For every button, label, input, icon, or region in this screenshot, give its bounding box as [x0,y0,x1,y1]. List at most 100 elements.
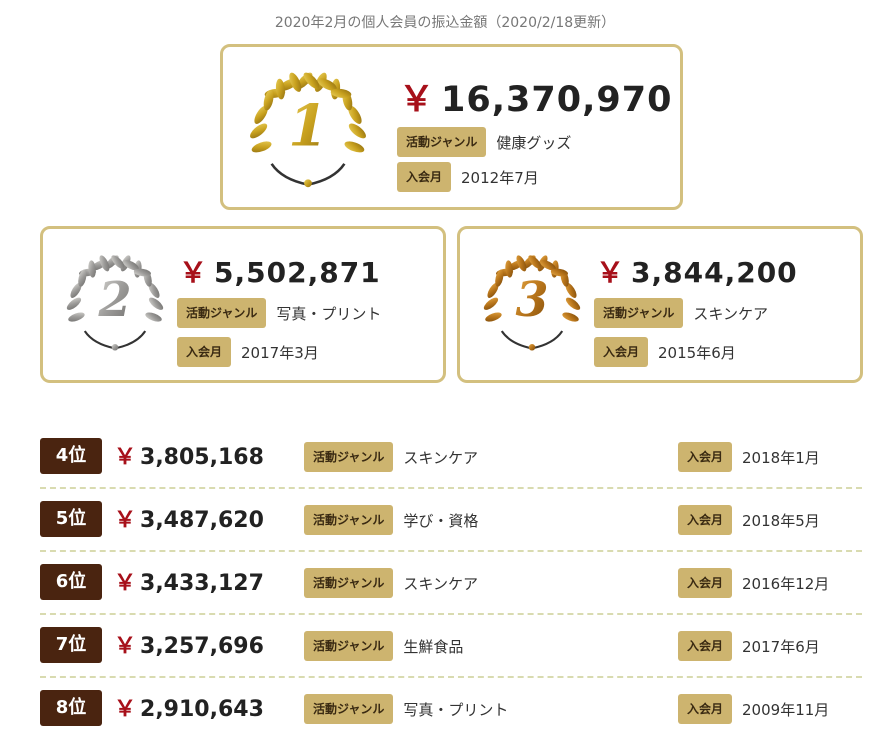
yen-sign: ￥ [114,634,137,659]
list-genre-row: 活動ジャンル 生鮮食品 [304,631,463,661]
genre-tag: 活動ジャンル [594,298,684,328]
laurel-stem [114,330,147,350]
genre-tag: 活動ジャンル [304,568,394,598]
laurel-leaf [562,312,579,322]
list-amount: ￥ 2,910,643 [114,697,264,722]
laurel-leaf [275,78,285,100]
rank-badge: 7位 [40,627,102,663]
laurel-leaf [99,255,110,272]
laurel-leaf [565,297,581,310]
list-genre: 写真・プリント [403,700,509,719]
join-tag: 入会月 [594,337,649,367]
silver-laurel-wreath-icon: 2 [66,255,164,351]
list-joined: 2018年1月 [742,448,820,467]
laurel-leaf [123,260,139,271]
laurel-leaf [483,297,499,310]
laurel-leaf [330,88,352,98]
list-join-row: 入会月 2018年1月 [678,442,820,472]
laurel-leaf [505,260,513,278]
laurel-leaf [263,90,274,111]
genre-tag: 活動ジャンル [177,298,267,328]
laurel-leaf [528,255,542,269]
laurel-leaf [148,297,164,310]
laurel-leaf [303,72,320,89]
laurel-leaf [540,260,556,271]
yen-sign: ￥ [114,571,137,596]
rank-1-number: 1 [288,93,328,160]
rank-3-genre-row: 活動ジャンル スキンケア [594,298,768,328]
list-genre: 学び・資格 [403,511,479,530]
list-genre-row: 活動ジャンル 写真・プリント [304,694,508,724]
join-tag: 入会月 [678,442,733,472]
laurel-leaf [516,255,527,272]
list-genre-row: 活動ジャンル スキンケア [304,442,478,472]
genre-tag: 活動ジャンル [304,631,394,661]
laurel-leaf [78,269,87,287]
list-amount: ￥ 3,257,696 [114,634,264,659]
laurel-leaf [565,282,577,298]
laurel-stem [531,330,564,350]
list-join-row: 入会月 2009年11月 [678,694,829,724]
rank-3-amount: ￥ 3,844,200 [596,256,798,289]
laurel-stem [270,163,309,186]
list-item: 6位 ￥ 3,433,127 活動ジャンル スキンケア 入会月 2016年12月 [40,552,862,615]
yen-sign: ￥ [596,256,626,289]
laurel-stem [83,330,116,350]
list-genre: スキンケア [403,574,478,593]
yen-sign: ￥ [114,445,137,470]
rank-2-join-row: 入会月 2017年3月 [177,337,319,367]
laurel-knot [304,179,312,188]
join-tag: 入会月 [177,337,232,367]
join-tag: 入会月 [678,505,733,535]
list-item: 7位 ￥ 3,257,696 活動ジャンル 生鮮食品 入会月 2017年6月 [40,615,862,678]
list-joined: 2017年6月 [742,637,820,656]
laurel-leaf [145,312,162,322]
laurel-leaf [289,72,302,92]
laurel-leaf [148,282,160,298]
rank-1-genre-row: 活動ジャンル 健康グッズ [397,127,571,157]
rank-2-joined: 2017年3月 [241,343,319,362]
laurel-stem [307,163,346,186]
rank-badge: 6位 [40,564,102,600]
laurel-stem [500,330,533,350]
join-tag: 入会月 [678,631,733,661]
list-joined: 2016年12月 [742,574,830,593]
laurel-knot [528,344,536,351]
rank-1-join-row: 入会月 2012年7月 [397,162,539,192]
list-amount: ￥ 3,487,620 [114,508,264,533]
rank-3-number: 3 [515,272,548,328]
list-join-row: 入会月 2017年6月 [678,631,820,661]
laurel-leaf [251,141,272,153]
laurel-leaf [495,269,504,287]
rank-2-genre: 写真・プリント [276,304,382,323]
list-item: 8位 ￥ 2,910,643 活動ジャンル 写真・プリント 入会月 2009年11… [40,678,862,738]
list-amount: ￥ 3,433,127 [114,571,264,596]
yen-sign: ￥ [179,256,209,289]
laurel-leaf [254,105,268,124]
laurel-leaf [485,312,502,322]
laurel-leaf [348,105,362,124]
rank-1-card: 1 ￥ 16,370,970 活動ジャンル 健康グッズ 入会月 2012年7月 [220,44,683,210]
rank-badge: 5位 [40,501,102,537]
laurel-leaf [66,297,82,310]
yen-sign: ￥ [114,697,137,722]
list-joined: 2009年11月 [742,700,830,719]
list-item: 5位 ￥ 3,487,620 活動ジャンル 学び・資格 入会月 2018年5月 [40,489,862,552]
list-genre: スキンケア [403,448,478,467]
laurel-leaf [70,282,82,298]
join-tag: 入会月 [678,568,733,598]
bronze-laurel-wreath-icon: 3 [483,255,581,351]
laurel-leaf [550,268,569,277]
rank-3-card: 3 ￥ 3,844,200 活動ジャンル スキンケア 入会月 2015年6月 [457,226,863,383]
rank-1-joined: 2012年7月 [461,168,539,187]
list-item: 4位 ￥ 3,805,168 活動ジャンル スキンケア 入会月 2018年1月 [40,426,862,489]
join-tag: 入会月 [678,694,733,724]
genre-tag: 活動ジャンル [397,127,487,157]
genre-tag: 活動ジャンル [304,694,394,724]
rank-2-number: 2 [97,272,131,328]
rank-2-amount: ￥ 5,502,871 [179,256,381,289]
genre-tag: 活動ジャンル [304,505,394,535]
rank-2-genre-row: 活動ジャンル 写真・プリント [177,298,381,328]
laurel-knot [111,344,119,351]
laurel-leaf [348,123,366,139]
